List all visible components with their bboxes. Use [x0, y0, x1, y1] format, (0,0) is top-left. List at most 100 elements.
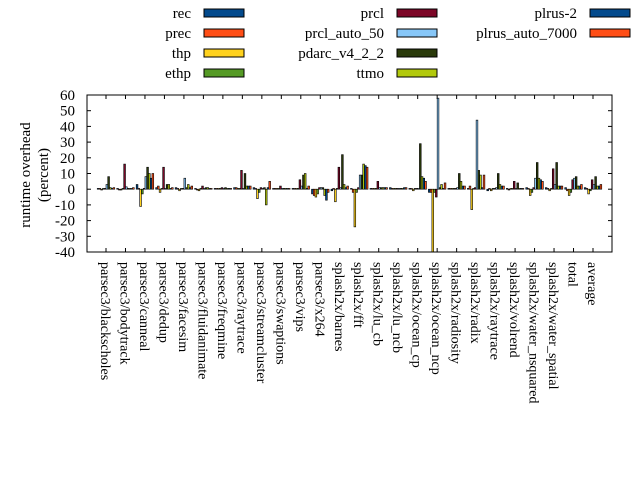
x-tick-label: parsec3/vips [292, 262, 307, 332]
y-tick-label: -40 [55, 245, 75, 261]
bar-plrus_auto_7000 [502, 185, 505, 190]
bar-plrus_auto_7000 [268, 181, 271, 190]
bar-ethp [316, 188, 319, 195]
bar-prcl [298, 179, 302, 190]
bar-thp [431, 188, 434, 253]
bar-ethp [569, 188, 573, 193]
bar-plrus_auto_7000 [365, 166, 369, 190]
bar-thp [353, 188, 357, 228]
x-tick-label: splash2x/volrend [506, 262, 521, 358]
bar-plrus_auto_7000 [249, 185, 252, 190]
bar-ttmo [440, 184, 443, 190]
bar-plrus_auto_7000 [541, 181, 544, 190]
bar-prcl [201, 185, 204, 190]
x-tick-label: parsec3/bodytrack [116, 262, 131, 365]
bar-prec [468, 185, 472, 190]
legend-label: prcl [361, 6, 384, 22]
legend-swatch [589, 28, 631, 38]
legend-entry: prcl_auto_50 [305, 26, 438, 42]
x-tick-label: splash2x/fft [350, 262, 365, 328]
legend-swatch [203, 8, 245, 18]
bar-pdarc_v4_2_2 [263, 187, 266, 190]
bar-plrus_auto_7000 [443, 182, 447, 190]
bar-prcl [337, 166, 341, 190]
bar-ttmo [459, 181, 463, 190]
bar-prcl [551, 168, 555, 190]
bar-prcl [123, 163, 126, 190]
x-tick-label: splash2x/radix [467, 262, 482, 344]
bar-plrus_auto_7000 [560, 185, 564, 190]
bar-ethp [258, 188, 261, 193]
bar-thp [197, 188, 201, 192]
bar-prec [546, 188, 550, 190]
x-tick-label: splash2x/lu_cb [370, 262, 385, 346]
bar-prcl [435, 188, 438, 198]
bar-ttmo [479, 174, 482, 190]
bar-plrus_auto_7000 [385, 187, 388, 190]
bar-prcl [279, 185, 282, 190]
bar-rec [350, 188, 353, 190]
legend-label: prec [165, 26, 191, 42]
bar-prcl [162, 166, 165, 190]
y-tick-label: 30 [60, 135, 75, 151]
bar-plrus_auto_7000 [326, 188, 330, 193]
bar-ttmo [304, 173, 307, 190]
bar-plrus_auto_7000 [599, 184, 603, 190]
x-tick-label: splash2x/radiosity [448, 262, 463, 364]
bar-prcl_auto_50 [183, 177, 186, 190]
bar-prcl_auto_50 [125, 186, 128, 190]
bar-prcl_auto_50 [436, 97, 440, 190]
legend-entry: prcl [361, 6, 438, 22]
x-tick-label: parsec3/streamcluster [253, 262, 268, 384]
legend-entry: ethp [165, 66, 245, 82]
bar-thp [178, 188, 181, 192]
x-tick-label: splash2x/water_nsquared [526, 262, 541, 404]
bar-pdarc_v4_2_2 [107, 176, 110, 190]
bar-plrus_auto_7000 [482, 174, 486, 190]
bar-pdarc_v4_2_2 [243, 173, 247, 190]
bar-ethp [355, 188, 358, 193]
x-tick-label: parsec3/fluidanimate [194, 262, 209, 379]
y-tick-label: 60 [60, 88, 75, 104]
bar-thp [412, 188, 415, 192]
x-tick-label: parsec3/raytrace [233, 262, 248, 354]
y-tick-label: -20 [55, 214, 75, 230]
x-tick-label: parsec3/dedup [155, 262, 170, 343]
bar-thp [548, 188, 551, 192]
bar-ttmo [187, 184, 190, 190]
bar-thp [158, 188, 162, 193]
legend-entry: plrus-2 [535, 6, 631, 22]
bar-thp [256, 188, 259, 199]
legend-label: prcl_auto_50 [305, 26, 384, 42]
bar-ttmo [342, 184, 346, 190]
x-tick-label: splash2x/ocean_ncp [428, 262, 443, 375]
bar-ethp [589, 188, 592, 192]
bar-pdarc_v4_2_2 [419, 143, 422, 190]
bar-plrus_auto_7000 [229, 188, 232, 190]
x-tick-label: parsec3/blackscholes [97, 262, 112, 380]
x-tick-label: total [565, 262, 580, 287]
bar-pdarc_v4_2_2 [594, 176, 597, 190]
legend-label: rec [173, 6, 192, 22]
bar-plrus_auto_7000 [346, 185, 349, 190]
bar-rec [194, 188, 197, 190]
legend-swatch [396, 8, 438, 18]
bar-plrus_auto_7000 [463, 185, 466, 190]
bars [96, 97, 603, 253]
bar-prec [98, 188, 102, 190]
bar-rec [486, 188, 489, 192]
bar-thp [100, 188, 103, 191]
bar-prec [527, 188, 530, 190]
plot-frame [86, 94, 613, 253]
x-axis-ticks: parsec3/blackscholes parsec3/bodytrack par… [97, 95, 599, 404]
legend-swatch [589, 8, 631, 18]
y-tick-label: -10 [55, 198, 75, 214]
bar-prec [157, 185, 160, 190]
bar-prec [410, 188, 413, 190]
bar-prec [176, 188, 179, 190]
x-tick-label: splash2x/water_spatial [545, 262, 560, 390]
bar-plrus_auto_7000 [404, 187, 408, 190]
x-tick-label: splash2x/barnes [331, 262, 346, 351]
bar-prcl_auto_50 [475, 119, 479, 190]
bar-plrus_auto_7000 [112, 187, 116, 190]
